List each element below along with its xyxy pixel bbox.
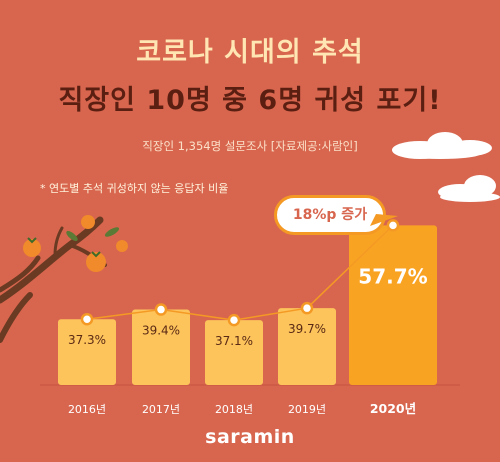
data-point [154, 303, 168, 316]
data-point [300, 301, 314, 315]
trend-line [86, 224, 394, 321]
x-tick-label: 2020년 [370, 401, 416, 416]
bar-2018년 [205, 320, 263, 385]
subtitle: 직장인 1,354명 설문조사 [자료제공:사람인] [142, 139, 358, 153]
data-point [80, 312, 94, 326]
chart-note: * 연도별 추석 귀성하지 않는 응답자 비율 [40, 182, 229, 195]
value-label: 37.3% [68, 333, 106, 347]
value-label: 39.4% [142, 324, 180, 338]
bar-2020년 [349, 225, 437, 385]
data-point [227, 313, 241, 327]
value-label: 57.7% [358, 264, 427, 288]
x-tick-label: 2018년 [215, 403, 253, 416]
data-point [386, 219, 400, 232]
bar-2016년 [58, 319, 116, 385]
title-line-1: 코로나 시대의 추석 [136, 37, 364, 68]
saramin-logo: saramin [205, 426, 295, 448]
x-tick-label: 2016년 [68, 403, 106, 416]
cloud-icon [392, 132, 492, 159]
bar-2017년 [132, 309, 190, 385]
cloud-icon [438, 175, 500, 202]
x-tick-label: 2019년 [288, 403, 326, 416]
increase-callout: 18%p 증가 [274, 195, 386, 235]
title-line-2: 직장인 10명 중 6명 귀성 포기! [58, 85, 442, 116]
value-label: 37.1% [215, 334, 253, 348]
bar-2019년 [278, 308, 336, 385]
x-tick-label: 2017년 [142, 403, 180, 416]
persimmon-branch-icon [0, 215, 128, 343]
value-label: 39.7% [288, 322, 326, 336]
